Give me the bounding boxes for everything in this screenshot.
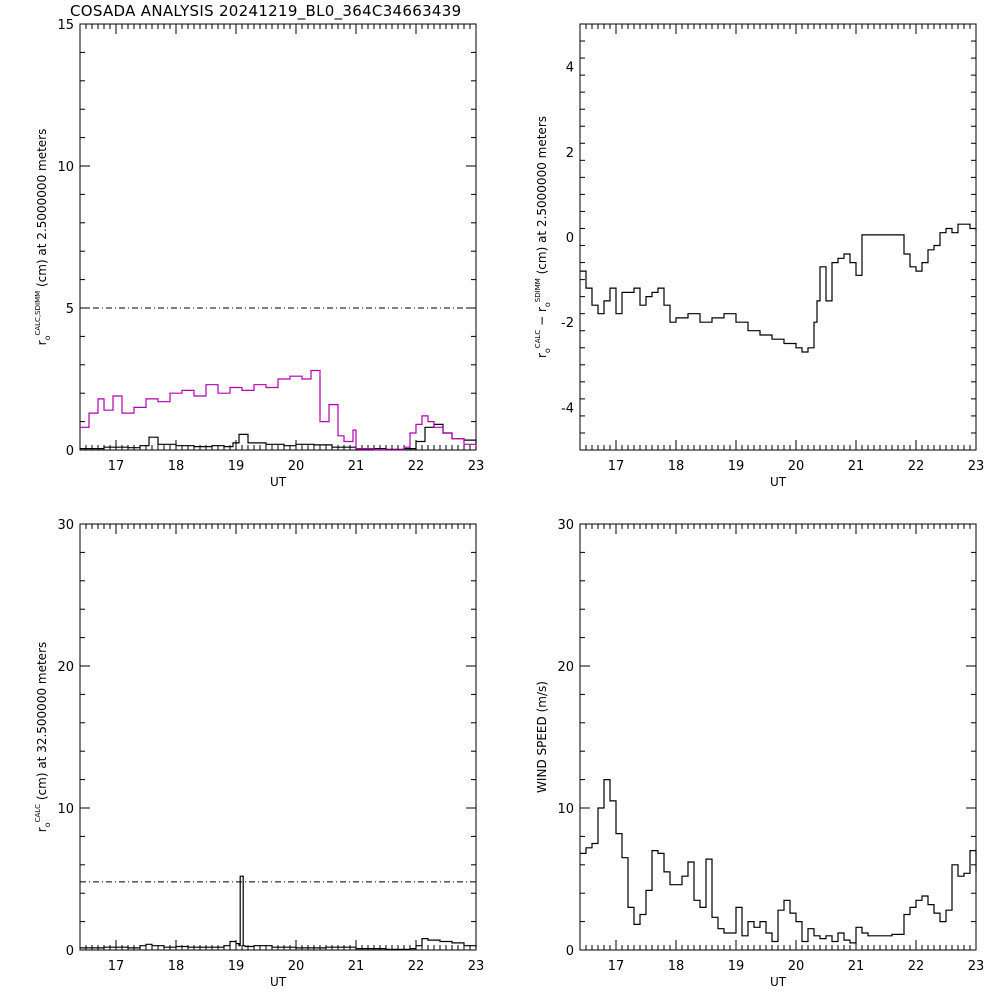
- x-axis-label: UT: [770, 475, 787, 489]
- y-tick-label: 4: [566, 61, 574, 76]
- x-tick-label: 18: [168, 959, 185, 974]
- x-tick-label: 23: [968, 959, 985, 974]
- x-tick-label: 17: [608, 959, 625, 974]
- x-axis-label: UT: [270, 475, 287, 489]
- chart-panel-bottom-right: 17 18 19 20 21 22 23 0 10 20 30 UT WIND SPEED (m/s): [535, 518, 984, 989]
- plot-frame: [579, 523, 977, 951]
- y-tick-label: 0: [66, 444, 74, 459]
- y-tick-label: 15: [57, 18, 74, 33]
- chart-panel-bottom-left: 17 18 19 20 21 22 23 0 10 20 30 UT roCALC (cm) at 32…: [34, 518, 484, 989]
- series-line-0: [580, 223, 977, 353]
- y-axis-label: roCALC (cm) at 32.500000 meters: [34, 642, 52, 833]
- x-tick-label: 20: [288, 459, 305, 474]
- x-axis-label: UT: [270, 975, 287, 989]
- series-line-0: [580, 779, 977, 944]
- x-tick-label: 21: [848, 459, 865, 474]
- x-tick-label: 19: [228, 459, 245, 474]
- x-tick-label: 22: [408, 959, 425, 974]
- x-tick-label: 19: [228, 959, 245, 974]
- x-tick-label: 19: [728, 459, 745, 474]
- chart-panel-top-left: 17 18 19 20 21 22 23 0 5 10 15 UT roCALC,SDIMM (cm) …: [34, 18, 484, 489]
- x-tick-label: 20: [788, 959, 805, 974]
- y-tick-label: 0: [566, 231, 574, 246]
- y-tick-label: 0: [566, 944, 574, 959]
- y-axis-label: WIND SPEED (m/s): [535, 681, 549, 793]
- x-tick-label: 20: [788, 459, 805, 474]
- x-tick-label: 20: [288, 959, 305, 974]
- series-line-0: [80, 875, 477, 950]
- y-tick-label: 20: [57, 660, 74, 675]
- x-tick-label: 21: [848, 959, 865, 974]
- x-tick-label: 19: [728, 959, 745, 974]
- y-tick-label: 20: [557, 660, 574, 675]
- y-axis-label: roCALC,SDIMM (cm) at 2.5000000 meters: [34, 129, 52, 346]
- y-tick-label: 2: [566, 146, 574, 161]
- chart-panel-top-right: 17 18 19 20 21 22 23 -4 -2 0 2 4 UT roCALC − roSDIMM …: [534, 23, 985, 489]
- x-tick-label: 21: [348, 459, 365, 474]
- x-tick-label: 22: [908, 959, 925, 974]
- y-tick-label: 10: [557, 802, 574, 817]
- x-tick-label: 23: [468, 959, 485, 974]
- y-tick-label: -4: [561, 401, 574, 416]
- y-tick-label: -2: [561, 316, 574, 331]
- x-tick-label: 18: [168, 459, 185, 474]
- y-tick-label: 30: [557, 518, 574, 533]
- plot-frame: [79, 523, 477, 951]
- x-tick-label: 17: [108, 459, 125, 474]
- series-line-1: [80, 369, 477, 451]
- y-tick-label: 10: [57, 160, 74, 175]
- x-tick-label: 22: [408, 459, 425, 474]
- x-tick-label: 22: [908, 459, 925, 474]
- x-tick-label: 17: [108, 959, 125, 974]
- y-tick-label: 0: [66, 944, 74, 959]
- x-axis-label: UT: [770, 975, 787, 989]
- plot-frame: [579, 23, 977, 451]
- y-tick-label: 5: [66, 302, 74, 317]
- x-tick-label: 23: [468, 459, 485, 474]
- x-tick-label: 21: [348, 959, 365, 974]
- page-title: COSADA ANALYSIS 20241219_BL0_364C3466343…: [70, 2, 462, 20]
- x-tick-label: 18: [668, 959, 685, 974]
- x-tick-label: 18: [668, 459, 685, 474]
- y-axis-label: roCALC − roSDIMM (cm) at 2.5000000 meter…: [534, 116, 552, 358]
- x-tick-label: 23: [968, 459, 985, 474]
- x-tick-label: 17: [608, 459, 625, 474]
- y-tick-label: 10: [57, 802, 74, 817]
- y-tick-label: 30: [57, 518, 74, 533]
